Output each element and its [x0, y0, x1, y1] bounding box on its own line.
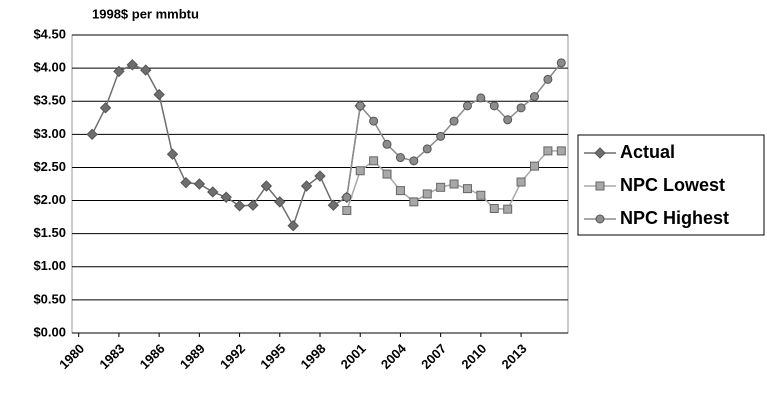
marker	[342, 192, 352, 202]
x-tick-label: 1992	[217, 341, 248, 372]
marker	[369, 116, 379, 126]
marker	[409, 156, 419, 166]
marker	[462, 101, 472, 111]
marker	[287, 220, 299, 232]
marker	[342, 205, 352, 215]
marker	[543, 146, 553, 156]
y-tick-label: $2.50	[33, 159, 66, 174]
marker	[449, 116, 459, 126]
x-tick-label: 1989	[177, 341, 208, 372]
marker	[300, 180, 313, 192]
marker	[516, 177, 526, 187]
y-tick-label: $4.00	[33, 60, 66, 75]
legend-label: Actual	[620, 142, 675, 162]
marker	[476, 190, 486, 200]
x-tick-label: 1995	[257, 341, 288, 372]
marker	[220, 191, 232, 203]
y-tick-label: $4.50	[33, 26, 66, 41]
marker	[529, 92, 539, 102]
chart-title: 1998$ per mmbtu	[92, 6, 199, 21]
x-tick-label: 1980	[56, 341, 87, 372]
x-tick-label: 2010	[458, 341, 489, 372]
marker	[233, 200, 246, 212]
marker	[422, 189, 432, 199]
marker	[126, 59, 139, 71]
marker	[355, 166, 365, 176]
marker	[140, 64, 152, 76]
y-tick-label: $1.00	[33, 258, 66, 273]
y-tick-label: $2.00	[33, 192, 66, 207]
x-tick-label: 2001	[338, 341, 369, 372]
marker	[193, 178, 206, 190]
x-tick-label: 1998	[297, 341, 328, 372]
marker	[327, 199, 340, 211]
marker	[543, 74, 553, 84]
marker	[449, 179, 459, 189]
marker	[274, 196, 286, 208]
marker	[99, 102, 112, 114]
legend-label: NPC Highest	[620, 208, 729, 228]
marker	[180, 176, 192, 189]
marker	[595, 214, 605, 224]
marker	[529, 161, 539, 171]
marker	[556, 58, 566, 68]
x-tick-label: 2004	[378, 340, 410, 372]
marker	[409, 197, 419, 207]
x-tick-label: 2013	[499, 341, 530, 372]
marker	[556, 146, 566, 156]
marker	[382, 139, 392, 149]
marker	[260, 180, 273, 192]
marker	[489, 101, 499, 111]
y-tick-label: $1.50	[33, 225, 66, 240]
marker	[503, 115, 513, 125]
marker	[382, 169, 392, 179]
x-tick-label: 1986	[137, 341, 168, 372]
marker	[113, 65, 125, 78]
legend-label: NPC Lowest	[620, 175, 725, 195]
marker	[422, 144, 432, 154]
marker	[462, 184, 472, 194]
marker	[153, 88, 165, 101]
marker	[355, 101, 365, 111]
marker	[516, 103, 526, 113]
marker	[395, 186, 405, 196]
y-tick-label: $3.50	[33, 93, 66, 108]
marker	[247, 199, 259, 211]
marker	[369, 156, 379, 166]
marker	[436, 182, 446, 192]
x-tick-label: 2007	[418, 341, 449, 372]
x-tick-label: 1983	[96, 341, 127, 372]
marker	[436, 131, 446, 141]
marker	[476, 93, 486, 103]
marker	[207, 186, 219, 198]
marker	[314, 170, 326, 182]
y-tick-label: $3.00	[33, 126, 66, 141]
marker	[503, 204, 513, 214]
marker	[489, 204, 499, 214]
marker	[594, 147, 606, 159]
marker	[86, 128, 98, 141]
marker	[166, 148, 179, 160]
y-tick-label: $0.00	[33, 324, 66, 339]
y-tick-label: $0.50	[33, 291, 66, 306]
marker	[595, 181, 605, 191]
marker	[395, 153, 405, 163]
plot-area	[71, 34, 569, 334]
